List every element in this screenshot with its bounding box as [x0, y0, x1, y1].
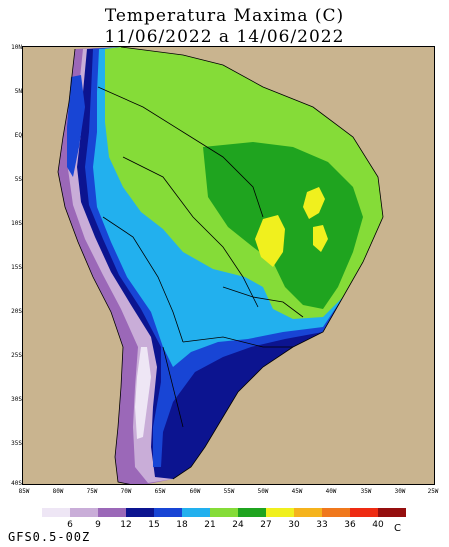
legend-label: 24: [232, 520, 244, 530]
legend-swatch: [42, 508, 70, 517]
lon-label-40w: 40W: [325, 488, 337, 495]
lon-label-30w: 30W: [394, 488, 406, 495]
lon-label-60w: 60W: [189, 488, 201, 495]
legend-label: 21: [204, 520, 216, 530]
legend-colorbar: [42, 508, 406, 517]
lat-label-eq: EQ: [14, 132, 22, 139]
lon-label-65w: 65W: [154, 488, 166, 495]
legend-label: 9: [95, 520, 101, 530]
region-yellow-3: [313, 225, 328, 252]
lat-label-10n: 10N: [11, 44, 22, 51]
map-subtitle: 11/06/2022 a 14/06/2022: [104, 27, 345, 47]
lon-label-50w: 50W: [257, 488, 269, 495]
legend-label: 6: [67, 520, 73, 530]
lat-label-20s: 20S: [11, 308, 22, 315]
border-lines: [57, 47, 384, 484]
legend-unit: C: [394, 523, 401, 534]
region-yellow-2: [303, 187, 325, 219]
map-title: Temperatura Maxima (C): [104, 6, 345, 26]
region-whitish: [135, 347, 151, 439]
lat-label-5s: 5S: [14, 176, 22, 183]
lon-label-45w: 45W: [291, 488, 303, 495]
legend-swatch: [294, 508, 322, 517]
legend-swatch: [350, 508, 378, 517]
lon-label-55w: 55W: [223, 488, 235, 495]
temperature-map: [57, 47, 384, 484]
legend-label: 18: [176, 520, 188, 530]
lat-label-35s: 35S: [11, 440, 22, 447]
legend-label: 12: [120, 520, 132, 530]
lon-label-70w: 70W: [120, 488, 132, 495]
region-andes-streak: [67, 75, 85, 177]
lat-label-5n: 5N: [14, 88, 22, 95]
model-label: GFS0.5-00Z: [8, 530, 91, 544]
legend-swatch: [70, 508, 98, 517]
lat-label-10s: 10S: [11, 220, 22, 227]
legend-swatch: [378, 508, 406, 517]
legend-swatch: [126, 508, 154, 517]
legend-label: 27: [260, 520, 272, 530]
lon-label-25w: 25W: [427, 488, 439, 495]
lat-label-40s: 40S: [11, 480, 22, 487]
lat-label-30s: 30S: [11, 396, 22, 403]
legend-swatch: [154, 508, 182, 517]
legend-swatch: [210, 508, 238, 517]
legend-swatch: [98, 508, 126, 517]
legend-swatch: [182, 508, 210, 517]
lon-label-35w: 35W: [360, 488, 372, 495]
legend-label: 40: [372, 520, 384, 530]
legend-label: 15: [148, 520, 160, 530]
lat-label-25s: 25S: [11, 352, 22, 359]
legend-label: 33: [316, 520, 328, 530]
legend-swatch: [266, 508, 294, 517]
legend-label: 36: [344, 520, 356, 530]
region-yellow-1: [255, 215, 285, 267]
lon-label-85w: 85W: [18, 488, 30, 495]
legend-label: 30: [288, 520, 300, 530]
lon-label-80w: 80W: [52, 488, 64, 495]
legend-swatch: [238, 508, 266, 517]
lon-label-75w: 75W: [86, 488, 98, 495]
lat-label-15s: 15S: [11, 264, 22, 271]
map-panel: [22, 46, 435, 485]
legend-swatch: [322, 508, 350, 517]
